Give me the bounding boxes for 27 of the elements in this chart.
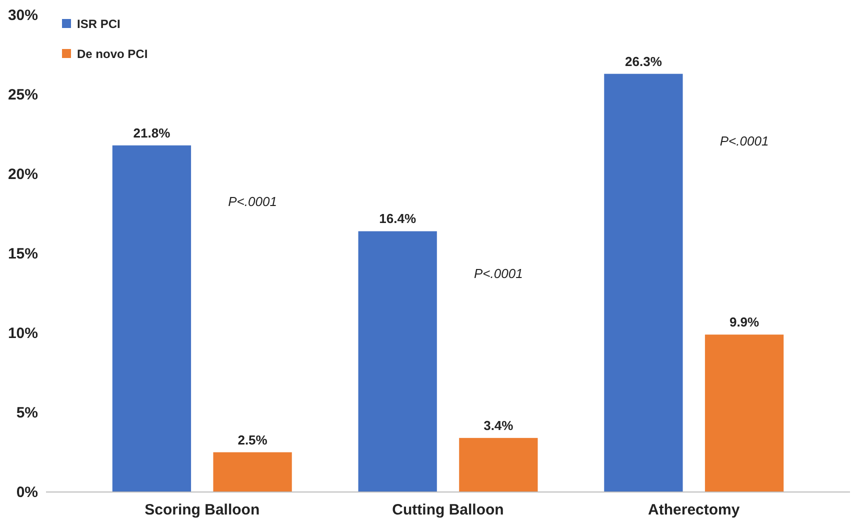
bar: [604, 74, 683, 492]
bar: [704, 334, 784, 492]
y-tick-label: 10%: [8, 324, 38, 342]
y-tick-label: 30%: [8, 6, 38, 24]
annotation: P<.0001: [474, 266, 523, 281]
y-tick-label: 0%: [16, 484, 38, 501]
annotation: P<.0001: [720, 134, 769, 149]
y-tick-label: 5%: [16, 404, 38, 422]
data-label: 2.5%: [238, 432, 268, 448]
legend-label: De novo PCI: [77, 47, 148, 61]
y-tick-label: 20%: [8, 166, 38, 183]
bar: [112, 145, 192, 492]
x-tick-label: Scoring Balloon: [144, 502, 260, 519]
data-label: 9.9%: [729, 314, 760, 330]
data-label: 21.8%: [133, 125, 171, 140]
x-tick-label: Cutting Balloon: [392, 502, 504, 519]
annotation: P<.0001: [228, 194, 277, 209]
y-tick-label: 25%: [8, 86, 38, 104]
x-tick-label: Atherectomy: [648, 502, 740, 519]
legend-label: ISR PCI: [77, 17, 120, 31]
bar: [213, 452, 292, 492]
data-label: 16.4%: [379, 211, 416, 226]
data-label: 26.3%: [625, 54, 662, 69]
data-label: 3.4%: [484, 418, 514, 433]
bar: [459, 438, 538, 492]
bar: [358, 231, 437, 492]
y-tick-label: 15%: [8, 245, 38, 262]
